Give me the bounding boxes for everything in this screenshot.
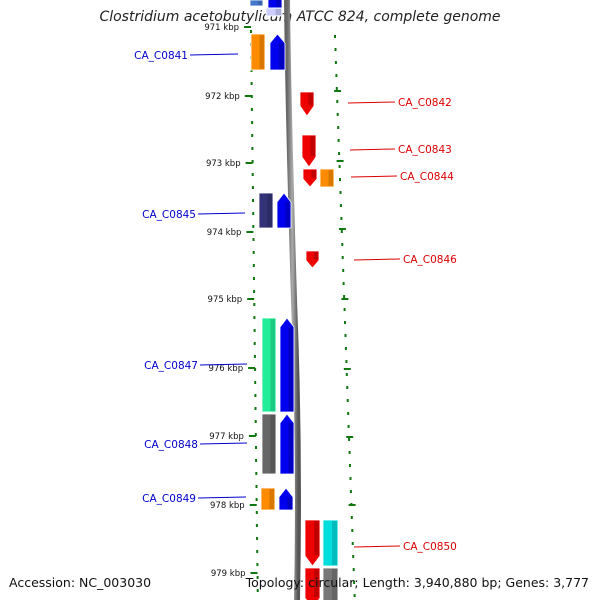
gene-label-ca-c0850: CA_C0850 bbox=[403, 541, 457, 553]
accession-text: Accession: NC_003030 bbox=[9, 575, 152, 590]
tick-mark bbox=[246, 231, 254, 233]
gene-label-ca-c0842: CA_C0842 bbox=[398, 97, 452, 109]
gene-arrow-ca-c0843 bbox=[301, 134, 317, 168]
gene-class-bar bbox=[322, 519, 339, 567]
tick-mark bbox=[247, 298, 255, 300]
tick-label: 975 kbp bbox=[208, 295, 243, 305]
gene-arrow-ca-c0847 bbox=[279, 317, 295, 413]
tick-label: 973 kbp bbox=[206, 159, 241, 169]
tick-mark bbox=[250, 572, 258, 574]
gene-label-ca-c0849: CA_C0849 bbox=[142, 493, 196, 505]
tick-label: 972 kbp bbox=[205, 92, 240, 102]
tick-label: 976 kbp bbox=[208, 364, 243, 374]
gene-label-leader bbox=[347, 101, 396, 104]
tick-label: 974 kbp bbox=[207, 228, 242, 238]
gene-arrow-ca-c0841 bbox=[269, 33, 286, 71]
gene-feature-class-bar bbox=[249, 0, 264, 7]
gene-class-bar bbox=[250, 33, 266, 71]
gene-feature-arrow bbox=[304, 567, 321, 600]
map-title: Clostridium acetobutylicum ATCC 824, com… bbox=[99, 9, 501, 25]
gene-label-leader bbox=[199, 363, 248, 366]
gene-label-ca-c0841: CA_C0841 bbox=[134, 50, 188, 62]
gene-label-ca-c0848: CA_C0848 bbox=[144, 439, 198, 451]
tick-label: 979 kbp bbox=[211, 569, 246, 579]
gene-label-leader bbox=[353, 258, 401, 261]
tick-label: 977 kbp bbox=[209, 432, 244, 442]
gene-label-ca-c0843: CA_C0843 bbox=[398, 144, 452, 156]
gene-label-leader bbox=[189, 53, 239, 56]
genome-backbone bbox=[284, 0, 301, 600]
genome-summary-text: Topology: circular; Length: 3,940,880 bp… bbox=[245, 575, 589, 590]
tick-mark bbox=[244, 95, 252, 97]
gene-arrow-ca-c0842 bbox=[299, 91, 315, 117]
position-ticks: 971 kbp 972 kbp 973 kbp 974 kbp 975 kbp 976 k… bbox=[204, 23, 258, 579]
gene-arrow-ca-c0846 bbox=[305, 250, 320, 269]
gene-arrow-ca-c0849 bbox=[278, 487, 294, 511]
gene-label-leader bbox=[353, 545, 401, 548]
tick-mark bbox=[248, 367, 256, 369]
gene-class-bar bbox=[261, 317, 277, 413]
gene-label-leader bbox=[197, 496, 247, 499]
tick-mark bbox=[248, 435, 256, 437]
position-dot-rings bbox=[250, 30, 356, 597]
gene-class-bar bbox=[260, 487, 276, 511]
gene-features bbox=[249, 0, 339, 600]
gene-labels: CA_C0841 CA_C0842 CA_C0843 CA_C0844 CA_C0845… bbox=[134, 50, 457, 553]
gene-class-bar bbox=[261, 413, 277, 475]
gene-feature-class-bar bbox=[322, 567, 339, 600]
tick-label: 978 kbp bbox=[210, 501, 245, 511]
tick-mark bbox=[249, 504, 257, 506]
gene-class-bar bbox=[319, 168, 335, 188]
gene-label-ca-c0847: CA_C0847 bbox=[144, 360, 198, 372]
gene-label-leader bbox=[197, 212, 246, 215]
gene-label-ca-c0846: CA_C0846 bbox=[403, 254, 457, 266]
gene-class-bar bbox=[258, 192, 274, 229]
gene-arrow-ca-c0848 bbox=[279, 413, 295, 475]
gene-arrow-ca-c0844 bbox=[302, 168, 318, 188]
gene-label-leader bbox=[349, 148, 396, 151]
gene-feature-shade bbox=[265, 7, 283, 17]
gene-label-ca-c0844: CA_C0844 bbox=[400, 171, 454, 183]
gene-arrow-ca-c0850 bbox=[304, 519, 321, 567]
tick-mark bbox=[244, 26, 251, 28]
tick-mark bbox=[245, 162, 253, 164]
gene-arrow-ca-c0845 bbox=[276, 192, 292, 229]
gene-label-leader bbox=[199, 442, 248, 445]
gene-label-ca-c0845: CA_C0845 bbox=[142, 209, 196, 221]
gene-label-leader bbox=[350, 175, 398, 178]
tick-label: 971 kbp bbox=[204, 23, 239, 33]
